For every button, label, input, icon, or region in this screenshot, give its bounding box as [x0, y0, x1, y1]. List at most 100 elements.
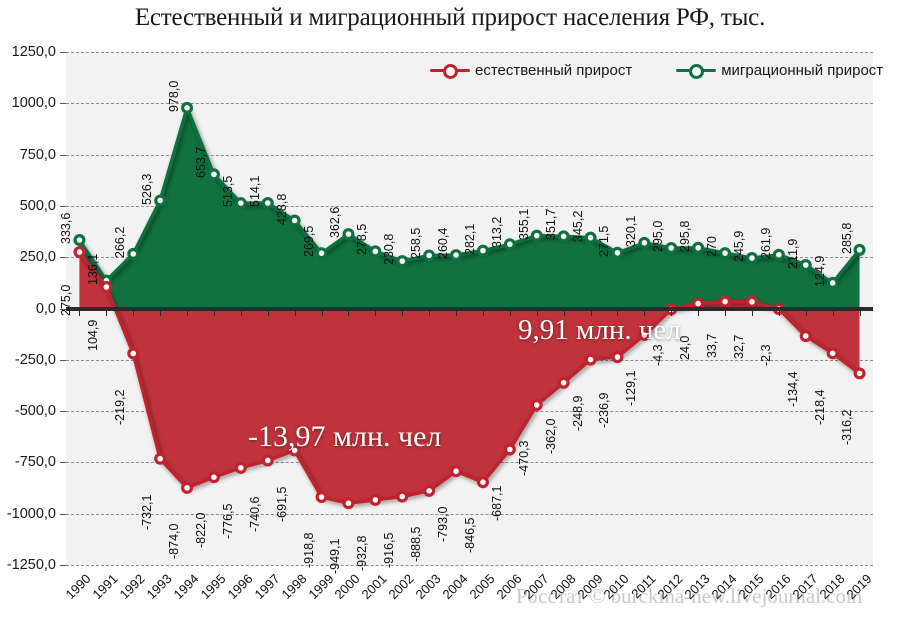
data-point-label: 513,5	[220, 175, 235, 208]
data-point-label: 266,2	[113, 226, 128, 258]
data-point-marker[interactable]	[288, 444, 301, 457]
data-point-label: -219,2	[113, 389, 128, 425]
data-point-marker[interactable]	[423, 484, 436, 497]
data-point-marker[interactable]	[692, 241, 705, 254]
data-point-marker[interactable]	[799, 259, 812, 272]
data-point-marker[interactable]	[853, 367, 866, 380]
data-point-label: -470,3	[516, 440, 531, 477]
data-point-marker[interactable]	[181, 481, 194, 494]
data-point-label: 355,1	[516, 208, 531, 240]
x-axis-tick-mark	[778, 310, 780, 316]
data-point-marker[interactable]	[638, 328, 651, 341]
data-point-marker[interactable]	[73, 246, 86, 259]
data-point-label: 33,7	[705, 334, 720, 359]
zero-axis-line	[66, 306, 873, 316]
data-point-marker[interactable]	[611, 246, 624, 259]
data-point-marker[interactable]	[557, 230, 570, 243]
data-point-label: -949,1	[328, 539, 343, 575]
data-point-marker[interactable]	[261, 197, 274, 210]
y-axis-tick-mark	[60, 565, 66, 566]
data-point-marker[interactable]	[207, 168, 220, 181]
data-point-marker[interactable]	[261, 454, 274, 467]
data-point-marker[interactable]	[826, 347, 839, 360]
data-point-label: 333,6	[59, 212, 74, 245]
data-point-marker[interactable]	[369, 245, 382, 258]
data-point-marker[interactable]	[396, 490, 409, 503]
x-axis-tick-mark	[375, 310, 377, 316]
data-point-marker[interactable]	[584, 231, 597, 244]
data-point-label: 104,9	[86, 319, 101, 351]
data-point-marker[interactable]	[315, 247, 328, 260]
data-point-marker[interactable]	[181, 101, 194, 114]
data-point-marker[interactable]	[638, 236, 651, 249]
data-point-label: -888,5	[409, 526, 424, 563]
legend-marker-migration-icon	[676, 63, 717, 79]
data-point-marker[interactable]	[530, 229, 543, 242]
data-point-marker[interactable]	[503, 443, 516, 456]
data-point-marker[interactable]	[450, 465, 463, 478]
data-point-marker[interactable]	[396, 255, 409, 268]
data-point-label: -236,9	[597, 392, 612, 429]
y-axis-tick-label: -750,0	[14, 454, 56, 471]
data-point-marker[interactable]	[584, 353, 597, 366]
data-point-marker[interactable]	[530, 399, 543, 412]
data-point-marker[interactable]	[127, 247, 140, 260]
data-point-label: -822,0	[193, 512, 208, 549]
data-point-marker[interactable]	[476, 476, 489, 489]
data-point-marker[interactable]	[853, 243, 866, 256]
page-title: Естественный и миграционный прирост насе…	[134, 4, 766, 31]
area-fill	[79, 107, 860, 309]
y-axis-tick-label: -500,0	[14, 403, 56, 420]
y-axis-tick-label: 500,0	[19, 197, 56, 214]
data-point-marker[interactable]	[745, 295, 758, 308]
data-point-label: 258,5	[409, 228, 424, 260]
data-point-marker[interactable]	[234, 461, 247, 474]
data-point-marker[interactable]	[73, 234, 86, 247]
data-point-label: 211,9	[785, 238, 800, 270]
data-point-label: -740,6	[247, 496, 262, 532]
data-point-marker[interactable]	[342, 228, 355, 241]
data-point-marker[interactable]	[315, 491, 328, 504]
data-point-marker[interactable]	[476, 244, 489, 257]
data-point-marker[interactable]	[719, 247, 732, 260]
data-point-marker[interactable]	[665, 241, 678, 254]
data-point-marker[interactable]	[799, 330, 812, 343]
data-point-marker[interactable]	[423, 249, 436, 262]
data-point-marker[interactable]	[450, 249, 463, 262]
data-point-marker[interactable]	[745, 252, 758, 265]
data-point-marker[interactable]	[826, 276, 839, 289]
x-axis-tick-mark	[859, 310, 861, 316]
annotation-natural-total: -13,97 млн. чел	[248, 420, 442, 453]
data-point-marker[interactable]	[100, 280, 113, 293]
annotation-migration-total: 9,91 млн. чел	[518, 314, 681, 346]
data-point-marker[interactable]	[611, 351, 624, 364]
watermark: Росстат © burckina-new.livejournal.com	[516, 584, 863, 608]
data-point-label: 428,8	[274, 193, 289, 225]
legend-item-migration[interactable]: миграционный прирост	[676, 62, 883, 79]
data-point-label: -218,4	[812, 389, 827, 425]
data-point-marker[interactable]	[342, 497, 355, 510]
data-point-marker[interactable]	[127, 347, 140, 360]
data-point-marker[interactable]	[234, 197, 247, 210]
data-point-label: 295,0	[651, 220, 666, 252]
x-axis-tick-mark	[348, 310, 350, 316]
x-axis-tick-mark	[644, 310, 646, 316]
data-point-marker[interactable]	[503, 238, 516, 251]
x-axis-tick-mark	[509, 310, 511, 316]
data-point-marker[interactable]	[154, 194, 167, 207]
x-axis-tick-mark	[482, 310, 484, 316]
data-point-marker[interactable]	[154, 452, 167, 465]
data-point-marker[interactable]	[369, 493, 382, 506]
data-point-marker[interactable]	[719, 295, 732, 308]
y-axis-tick-mark	[60, 52, 66, 53]
y-axis-tick-mark	[60, 359, 66, 361]
data-point-label: 320,1	[624, 215, 639, 247]
data-point-label: 32,7	[731, 334, 746, 359]
legend-item-natural[interactable]: естественный прирост	[430, 62, 632, 79]
data-point-marker[interactable]	[772, 248, 785, 261]
data-point-marker[interactable]	[557, 376, 570, 389]
data-point-label: -134,4	[785, 371, 800, 408]
data-point-marker[interactable]	[288, 214, 301, 227]
data-point-marker[interactable]	[207, 471, 220, 484]
y-axis-tick-mark	[60, 154, 66, 156]
